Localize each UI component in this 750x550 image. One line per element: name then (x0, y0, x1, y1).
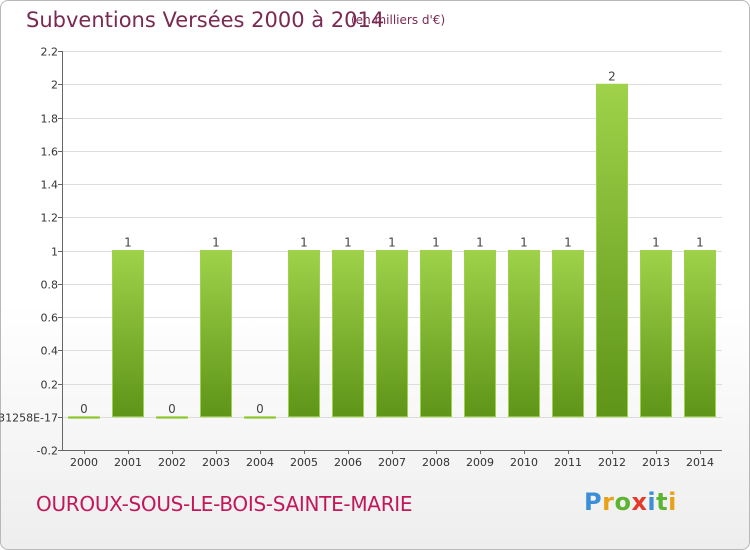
y-tick-label: 2.2 (41, 46, 59, 59)
x-tick-label: 2003 (202, 456, 230, 469)
data-label: 0 (168, 402, 176, 416)
y-tick-label: 1 (51, 246, 58, 259)
data-label: 1 (212, 236, 220, 250)
logo-letter: P (584, 488, 603, 516)
bar (596, 83, 628, 418)
bar (464, 250, 496, 418)
y-tick-label: 0.4 (41, 345, 59, 358)
x-tick-label: 2011 (554, 456, 582, 469)
x-tick-label: 2008 (422, 456, 450, 469)
bar (552, 250, 584, 418)
y-tick-label: -0.2 (37, 445, 58, 458)
y-tick-label: 0.6 (41, 312, 59, 325)
x-tick-label: 2005 (290, 456, 318, 469)
x-tick-label: 2014 (686, 456, 714, 469)
bars-layer: 0 1 0 1 0 1 1 1 1 1 1 1 2 1 1 (68, 69, 716, 419)
x-tick-label: 2007 (378, 456, 406, 469)
data-label: 1 (520, 236, 528, 250)
x-tick-label: 2000 (70, 456, 98, 469)
data-label: 1 (564, 236, 572, 250)
logo-letter: i (668, 488, 677, 516)
y-tick-label: 1.2 (41, 212, 59, 225)
data-label: 0 (256, 402, 264, 416)
x-tick-label: 2010 (510, 456, 538, 469)
logo-letter: i (647, 488, 657, 516)
data-label: 1 (476, 236, 484, 250)
x-tick-label: 2006 (334, 456, 362, 469)
bar (332, 250, 364, 418)
y-tick-label: 0.2 (41, 379, 59, 392)
bar (156, 416, 188, 419)
x-tick-label: 2002 (158, 456, 186, 469)
x-tick-label: 2012 (598, 456, 626, 469)
x-tick-label: 2004 (246, 456, 274, 469)
proxiti-logo[interactable]: Proxiti (584, 488, 677, 516)
bar (376, 250, 408, 418)
y-tick-label: 0.8 (41, 279, 59, 292)
bar (508, 250, 540, 418)
x-tick-label: 2009 (466, 456, 494, 469)
y-tick-label: -5.5511151231258E-17 (0, 412, 58, 425)
data-label: 2 (608, 69, 616, 83)
bar (640, 250, 672, 418)
logo-letter: t (656, 488, 669, 516)
chart-subtitle: (en milliers d'€) (351, 13, 446, 27)
x-tick-label: 2013 (642, 456, 670, 469)
data-label: 1 (696, 236, 704, 250)
data-label: 1 (300, 236, 308, 250)
data-label: 0 (80, 402, 88, 416)
bar (420, 250, 452, 418)
x-tick-label: 2001 (114, 456, 142, 469)
logo-letter: r (602, 488, 615, 516)
data-label: 1 (652, 236, 660, 250)
y-tick-label: 1.4 (41, 179, 59, 192)
logo-letter: x (631, 488, 648, 516)
y-tick-label: 1.8 (41, 113, 59, 126)
y-tick-label: 2 (51, 79, 58, 92)
logo-letter: o (614, 488, 632, 516)
data-label: 1 (432, 236, 440, 250)
bar (200, 250, 232, 418)
bar (68, 416, 100, 419)
chart-title: Subventions Versées 2000 à 2014 (26, 8, 385, 32)
data-label: 1 (344, 236, 352, 250)
data-label: 1 (388, 236, 396, 250)
bar (288, 250, 320, 418)
axis-layer: -0.2 -5.5511151231258E-17 0.2 0.4 0.6 0.8 1 1.2… (0, 46, 722, 469)
bar (684, 250, 716, 418)
data-label: 1 (124, 236, 132, 250)
commune-name: OUROUX-SOUS-LE-BOIS-SAINTE-MARIE (36, 492, 413, 516)
y-tick-label: 1.6 (41, 146, 59, 159)
bar (112, 250, 144, 418)
bar (244, 416, 276, 419)
